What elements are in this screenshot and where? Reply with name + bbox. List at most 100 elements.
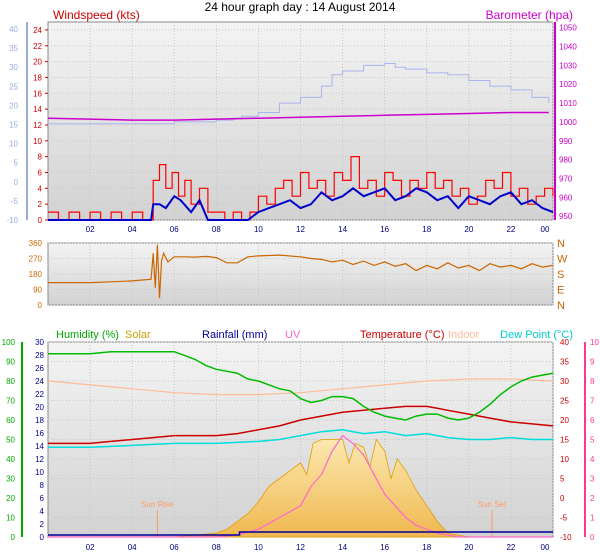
rainfall-tick-label: 12	[35, 455, 44, 464]
temperature-tick-label: -10	[560, 533, 572, 542]
wind-tick-label: 8	[38, 153, 43, 162]
x-tick-label: 20	[464, 543, 473, 552]
barometer-tick-label: 980	[559, 156, 573, 165]
barometer-tick-label: 1040	[559, 43, 577, 52]
compass-tick-label: N	[557, 238, 565, 250]
rainfall-label: Rainfall (mm)	[202, 329, 267, 341]
temperature-tick-label: 0	[560, 494, 565, 503]
rainfall-tick-label: 30	[35, 338, 44, 347]
x-tick-label: 00	[541, 543, 550, 552]
x-tick-label: 04	[128, 225, 137, 234]
humidity-label: Humidity (%)	[56, 329, 119, 341]
wind-axes: 4035302520151050-5-102422201816141210864…	[6, 22, 577, 234]
wind-tick-label: 18	[33, 73, 42, 82]
x-tick-label: 14	[338, 225, 347, 234]
far-left-tick-label: 35	[9, 44, 18, 53]
far-left-tick-label: 20	[9, 101, 18, 110]
wind-tick-label: 0	[38, 216, 43, 225]
temperature-tick-label: 35	[560, 358, 569, 367]
barometer-label: Barometer (hpa)	[486, 8, 573, 22]
x-tick-label: 16	[380, 225, 389, 234]
rainfall-tick-label: 16	[35, 429, 44, 438]
humidity-tick-label: 50	[6, 436, 15, 445]
x-tick-label: 20	[464, 225, 473, 234]
rainfall-tick-label: 28	[35, 351, 44, 360]
indoor-label: Indoor	[448, 329, 480, 341]
wind-tick-label: 6	[38, 168, 43, 177]
temperature-tick-label: 5	[560, 475, 565, 484]
humidity-tick-label: 90	[6, 358, 15, 367]
wind-tick-label: 4	[38, 184, 43, 193]
rainfall-tick-label: 10	[35, 468, 44, 477]
compass-tick-label: S	[557, 269, 564, 281]
wind-tick-label: 2	[38, 200, 43, 209]
humidity-tick-label: 10	[6, 514, 15, 523]
humidity-tick-label: 30	[6, 475, 15, 484]
uv-tick-label: 2	[590, 494, 595, 503]
x-tick-label: 08	[212, 543, 221, 552]
rainfall-line	[48, 531, 553, 536]
wind-direction-line	[48, 244, 554, 299]
wind-tick-label: 16	[33, 89, 42, 98]
far-left-tick-label: 40	[9, 25, 18, 34]
uv-tick-label: 5	[590, 436, 595, 445]
far-left-tick-label: 25	[9, 82, 18, 91]
humidity-tick-label: 100	[2, 338, 16, 347]
humidity-tick-label: 60	[6, 416, 15, 425]
x-tick-label: 10	[254, 225, 263, 234]
barometer-tick-label: 990	[559, 137, 573, 146]
x-tick-label: 16	[380, 543, 389, 552]
direction-tick-label: 360	[29, 239, 43, 248]
indoor-line	[47, 378, 554, 396]
x-tick-label: 22	[506, 225, 515, 234]
uv-tick-label: 7	[590, 397, 595, 406]
wind-tick-label: 14	[33, 105, 42, 114]
barometer-tick-label: 1020	[559, 80, 577, 89]
uv-tick-label: 9	[590, 358, 595, 367]
far-left-tick-label: 30	[9, 63, 18, 72]
temperature-tick-label: -5	[560, 514, 568, 523]
wind-series	[47, 63, 554, 221]
wind-tick-label: 10	[33, 137, 42, 146]
windspeed-label: Windspeed (kts)	[53, 8, 140, 22]
direction-tick-label: 180	[29, 270, 43, 279]
wind-average-line	[48, 187, 554, 221]
humidity-line	[48, 351, 554, 421]
x-tick-label: 06	[170, 543, 179, 552]
rainfall-tick-label: 4	[40, 507, 45, 516]
x-tick-label: 10	[254, 543, 263, 552]
barometer-tick-label: 1030	[559, 61, 577, 70]
rainfall-tick-label: 24	[35, 377, 44, 386]
x-tick-label: 14	[338, 543, 347, 552]
barometer-tick-label: 970	[559, 175, 573, 184]
barometer-tick-label: 960	[559, 193, 573, 202]
temperature-series: Sun Rise Sun Set	[47, 351, 554, 538]
temperature-tick-label: 40	[560, 338, 569, 347]
x-tick-label: 04	[128, 543, 137, 552]
uv-tick-label: 6	[590, 416, 595, 425]
uv-tick-label: 4	[590, 455, 595, 464]
uv-tick-label: 8	[590, 377, 595, 386]
compass-tick-label: W	[557, 254, 568, 266]
humidity-tick-label: 20	[6, 494, 15, 503]
temperature-line	[48, 405, 554, 445]
uv-line	[48, 434, 553, 538]
uv-tick-label: 10	[590, 338, 599, 347]
rainfall-tick-label: 22	[35, 390, 44, 399]
humidity-tick-label: 80	[6, 377, 15, 386]
far-left-tick-label: -10	[6, 216, 18, 225]
compass-tick-label: N	[557, 300, 565, 312]
wind-gust-line	[48, 156, 554, 221]
x-tick-label: 12	[296, 225, 305, 234]
solar-label: Solar	[125, 329, 151, 341]
rainfall-tick-label: 14	[35, 442, 44, 451]
far-left-tick-label: 15	[9, 121, 18, 130]
direction-tick-label: 270	[29, 255, 43, 264]
rainfall-tick-label: 8	[40, 481, 45, 490]
far-left-tick-label: 10	[9, 140, 18, 149]
temperature-tick-label: 10	[560, 455, 569, 464]
wind-tick-label: 12	[33, 121, 42, 130]
rainfall-tick-label: 6	[40, 494, 45, 503]
